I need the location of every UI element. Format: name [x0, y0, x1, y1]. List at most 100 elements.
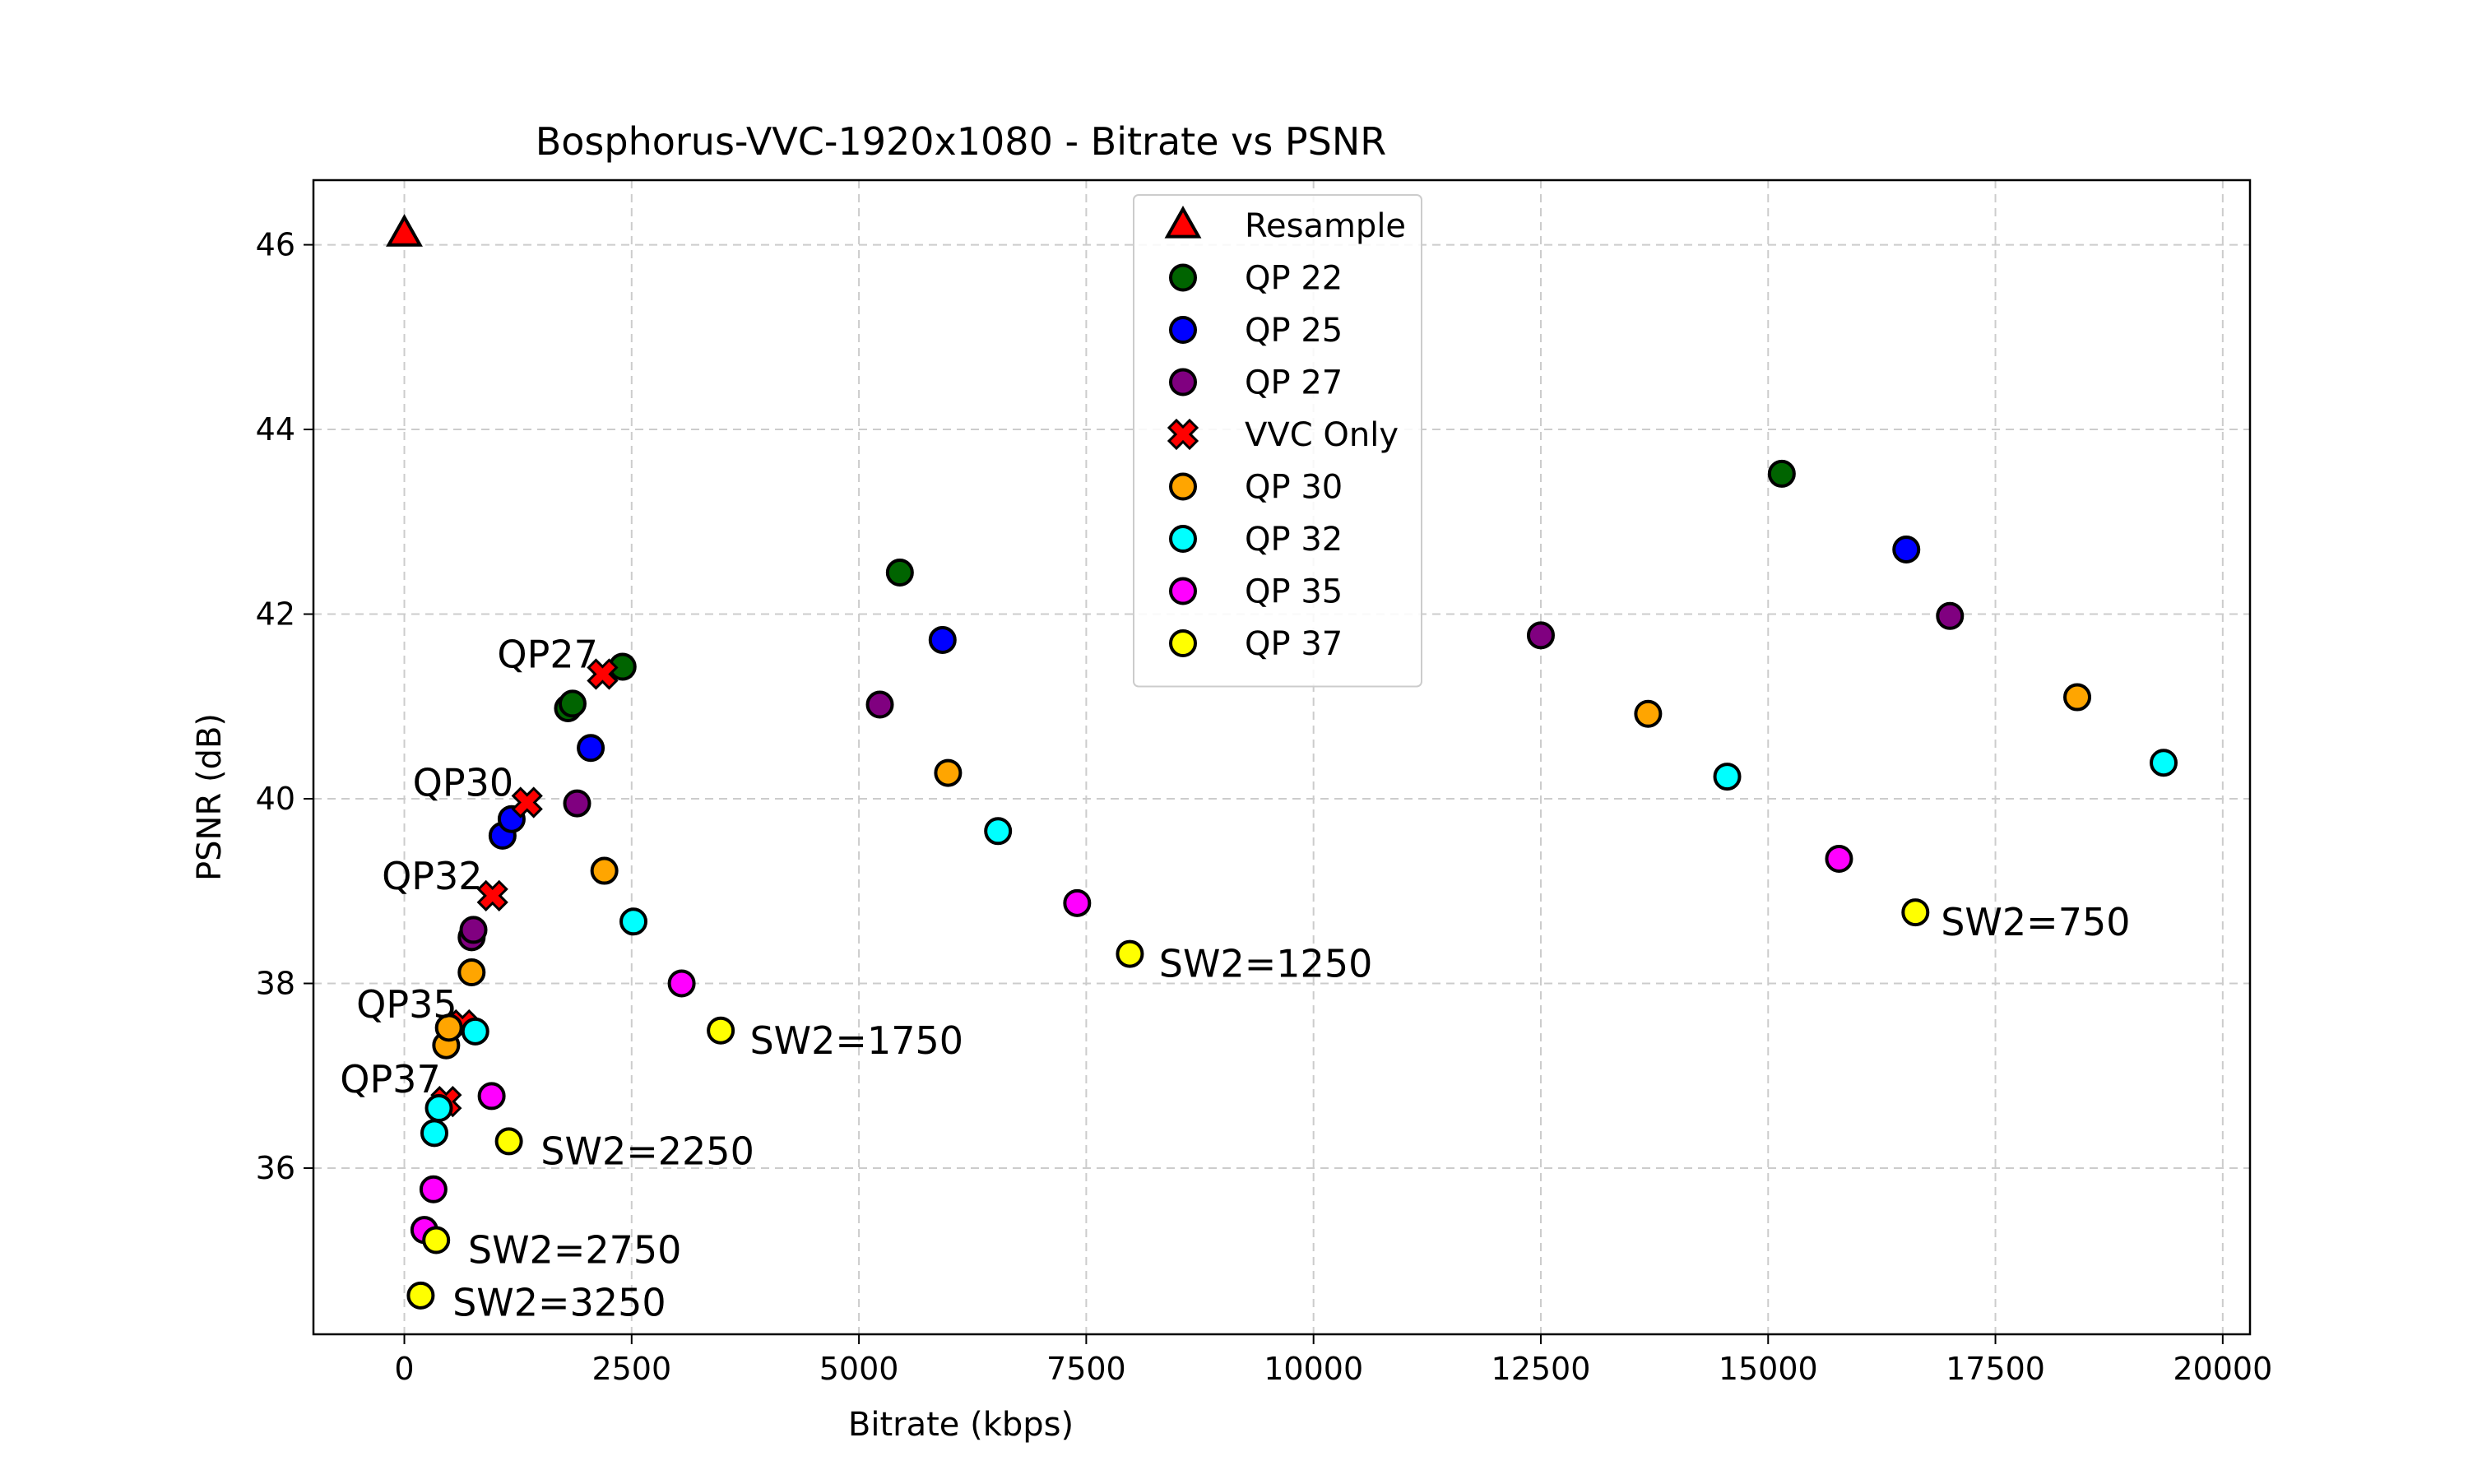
data-point-qp-32-4: [984, 817, 1013, 846]
y-tick-label: 46: [256, 227, 295, 263]
legend-label-qp-22: QP 22: [1245, 260, 1343, 298]
legend-label-vvc-only: VVC Only: [1245, 416, 1399, 454]
legend-label-resample: Resample: [1245, 207, 1406, 245]
data-point-qp-25-2: [577, 734, 605, 763]
legend-item-qp-35: QP 35: [1169, 573, 1343, 611]
legend-marker-qp-25: [1169, 316, 1197, 344]
data-point-vvc-only-4: [587, 658, 619, 690]
data-point-qp-32-6: [2150, 749, 2178, 777]
series-qp-25: [488, 535, 1921, 850]
y-tick-label: 36: [256, 1150, 295, 1186]
legend-marker-qp-22: [1169, 263, 1197, 292]
annotation-sw2-3250: SW2=3250: [452, 1281, 666, 1325]
legend-label-qp-35: QP 35: [1245, 573, 1343, 611]
legend-marker-resample: [1164, 205, 1202, 239]
data-point-qp-27-4: [1526, 621, 1555, 650]
x-tick-label: 20000: [2173, 1351, 2272, 1387]
data-point-qp-22-1: [558, 689, 587, 718]
legend: Resample QP 22 QP 25 QP 27 VVC Only QP 30 QP 3…: [1133, 194, 1422, 688]
data-point-qp-27-1: [459, 916, 488, 944]
data-point-qp-30-5: [1634, 699, 1663, 728]
legend-item-vvc-only: VVC Only: [1167, 416, 1399, 454]
series-qp-35: [410, 844, 1853, 1245]
x-tick-label: 10000: [1264, 1351, 1363, 1387]
data-point-qp-27-3: [865, 690, 894, 719]
chart-title: Bosphorus-VVC-1920x1080 - Bitrate vs PSN…: [536, 119, 1387, 164]
data-point-qp-37-0: [406, 1281, 435, 1310]
x-tick-label: 7500: [1046, 1351, 1126, 1387]
data-point-qp-37-1: [422, 1226, 451, 1254]
annotation-sw2-750: SW2=750: [1941, 900, 2130, 944]
data-point-qp-35-2: [477, 1082, 506, 1111]
legend-marker-qp-37: [1169, 629, 1197, 657]
y-axis-label: PSNR (dB): [191, 713, 229, 881]
annotation-qp32: QP32: [382, 854, 482, 898]
y-tick-label: 42: [256, 596, 295, 633]
plot-frame: [312, 179, 2252, 1336]
data-point-qp-25-3: [928, 625, 957, 654]
marks-layer: [386, 214, 2178, 1310]
legend-label-qp-30: QP 30: [1245, 469, 1343, 507]
y-tick-label: 38: [256, 965, 295, 1001]
series-qp-22: [554, 459, 1796, 723]
legend-label-qp-37: QP 37: [1245, 625, 1343, 663]
data-point-qp-25-4: [1892, 535, 1921, 563]
ticks-layer: 0 2500 5000 7500 10000 12500 15000 17500 20000 36…: [256, 227, 2273, 1387]
x-tick-label: 0: [394, 1351, 414, 1387]
legend-item-qp-25: QP 25: [1169, 312, 1343, 350]
data-point-qp-37-2: [494, 1127, 523, 1156]
x-tick-label: 17500: [1946, 1351, 2045, 1387]
x-axis-label: Bitrate (kbps): [848, 1406, 1074, 1444]
annotation-qp30: QP30: [413, 761, 513, 805]
annotation-sw2-2250: SW2=2250: [540, 1129, 754, 1173]
data-point-qp-35-3: [667, 969, 696, 998]
data-point-qp-37-3: [707, 1016, 735, 1045]
data-point-qp-35-5: [1825, 844, 1853, 873]
legend-item-qp-27: QP 27: [1169, 364, 1343, 402]
data-point-qp-22-3: [885, 559, 914, 587]
data-point-vvc-only-2: [476, 879, 508, 911]
annotation-sw2-1250: SW2=1250: [1159, 942, 1373, 986]
data-point-resample-0: [386, 214, 423, 247]
y-tick-label: 40: [256, 781, 295, 817]
data-point-qp-27-2: [563, 789, 591, 818]
annotations-layer: QP27 QP30 QP32 QP35 QP37 SW2=750 SW2=1250 SW2=1…: [340, 633, 2130, 1325]
annotation-qp27: QP27: [497, 633, 597, 677]
legend-item-qp-37: QP 37: [1169, 625, 1343, 663]
data-point-qp-32-0: [420, 1119, 448, 1148]
legend-marker-qp-35: [1169, 577, 1197, 605]
legend-item-qp-22: QP 22: [1169, 260, 1343, 298]
data-point-qp-30-6: [2063, 683, 2092, 712]
legend-marker-qp-30: [1169, 472, 1197, 501]
legend-box: [1133, 194, 1422, 688]
data-point-qp-30-4: [934, 758, 963, 787]
annotation-qp35: QP35: [356, 982, 457, 1027]
series-qp-32: [420, 749, 2178, 1148]
legend-item-qp-32: QP 32: [1169, 521, 1343, 559]
data-point-qp-32-5: [1713, 763, 1742, 791]
data-point-qp-32-3: [619, 907, 648, 936]
legend-marker-qp-27: [1169, 368, 1197, 397]
data-point-qp-30-2: [457, 958, 486, 987]
series-qp-27: [457, 601, 1965, 952]
legend-marker-qp-32: [1169, 525, 1197, 553]
annotation-qp37: QP37: [340, 1057, 440, 1101]
data-point-qp-32-1: [424, 1094, 453, 1123]
x-tick-label: 12500: [1491, 1351, 1591, 1387]
legend-label-qp-25: QP 25: [1245, 312, 1343, 350]
data-point-qp-27-5: [1936, 601, 1965, 630]
legend-item-qp-30: QP 30: [1169, 469, 1343, 507]
data-point-qp-37-4: [1116, 939, 1144, 968]
annotation-sw2-1750: SW2=1750: [749, 1018, 963, 1063]
x-tick-label: 5000: [819, 1351, 899, 1387]
legend-item-resample: Resample: [1164, 205, 1406, 245]
x-tick-label: 2500: [591, 1351, 671, 1387]
series-qp-30: [432, 683, 2092, 1060]
data-point-qp-30-1: [434, 1013, 463, 1042]
data-point-vvc-only-3: [511, 786, 543, 819]
data-point-qp-37-5: [1901, 898, 1930, 927]
legend-label-qp-32: QP 32: [1245, 521, 1343, 559]
data-point-qp-35-1: [419, 1175, 448, 1203]
